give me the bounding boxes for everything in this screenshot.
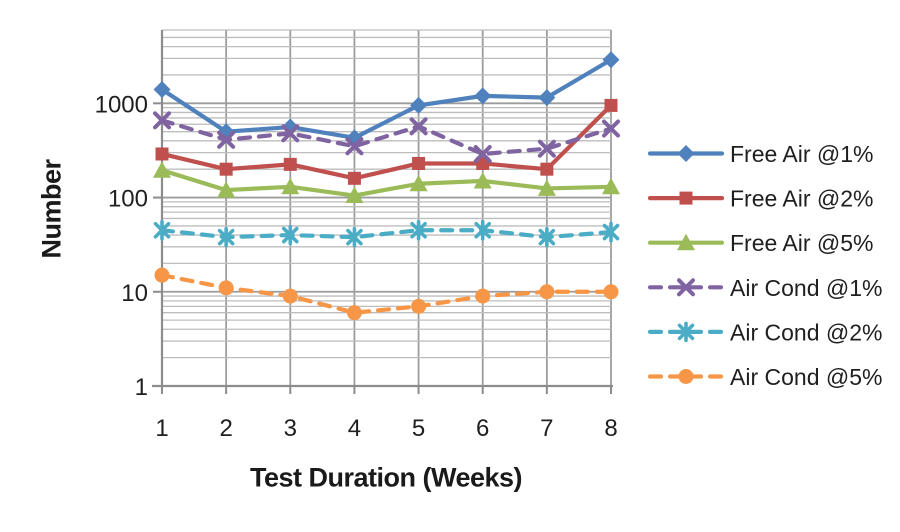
marker-square bbox=[155, 147, 169, 161]
series-free-air-2 bbox=[155, 98, 618, 185]
gridlines bbox=[161, 29, 612, 386]
marker-circle bbox=[603, 284, 619, 300]
marker-circle bbox=[678, 369, 694, 384]
series-line bbox=[159, 103, 614, 181]
series-air-cond-2 bbox=[153, 219, 620, 248]
marker-x bbox=[602, 119, 620, 138]
marker-square bbox=[219, 162, 233, 176]
marker-diamond bbox=[474, 87, 492, 105]
marker-triangle bbox=[153, 161, 171, 178]
marker-x bbox=[537, 139, 556, 158]
marker-square bbox=[604, 98, 618, 112]
marker-x bbox=[153, 111, 171, 130]
marker-asterisk bbox=[410, 219, 427, 241]
marker-asterisk bbox=[538, 226, 556, 248]
marker-square bbox=[412, 156, 426, 170]
series-air-cond-1 bbox=[153, 111, 620, 163]
marker-square bbox=[283, 157, 297, 171]
marker-asterisk bbox=[153, 219, 171, 241]
x-tick-label: 2 bbox=[219, 415, 232, 442]
y-tick-label: 100 bbox=[108, 186, 148, 213]
marker-circle bbox=[346, 305, 362, 321]
marker-asterisk bbox=[474, 219, 492, 241]
legend-item: Free Air @2% bbox=[647, 186, 874, 212]
marker-circle bbox=[475, 288, 491, 304]
marker-square bbox=[679, 191, 693, 205]
x-tick-label: 1 bbox=[155, 415, 168, 442]
series-line bbox=[159, 168, 614, 198]
marker-triangle bbox=[409, 174, 428, 192]
legend-label: Air Cond @2% bbox=[730, 319, 882, 345]
marker-x bbox=[473, 144, 492, 163]
marker-x bbox=[345, 137, 364, 156]
legend-label: Air Cond @1% bbox=[730, 275, 882, 301]
marker-circle bbox=[218, 280, 234, 296]
series-air-cond-5 bbox=[154, 267, 619, 321]
legend-item: Free Air @1% bbox=[647, 141, 874, 167]
marker-diamond bbox=[410, 96, 428, 114]
marker-asterisk bbox=[677, 321, 695, 343]
marker-square bbox=[540, 162, 554, 176]
series-line bbox=[159, 57, 614, 140]
marker-asterisk bbox=[217, 226, 235, 248]
marker-triangle bbox=[281, 177, 300, 195]
marker-x bbox=[217, 130, 236, 149]
marker-triangle bbox=[345, 186, 364, 204]
marker-triangle bbox=[473, 171, 492, 189]
marker-diamond bbox=[538, 89, 556, 107]
marker-triangle bbox=[602, 177, 620, 195]
legend-item: Air Cond @5% bbox=[647, 364, 882, 390]
marker-diamond bbox=[153, 81, 171, 99]
marker-x bbox=[409, 117, 428, 136]
x-tick-label: 3 bbox=[284, 415, 297, 442]
legend-label: Free Air @1% bbox=[730, 141, 874, 167]
series-line bbox=[159, 273, 614, 315]
marker-square bbox=[347, 171, 361, 185]
legend-item: Air Cond @1% bbox=[647, 275, 882, 301]
x-tick-label: 7 bbox=[540, 415, 553, 442]
marker-diamond bbox=[677, 145, 695, 162]
x-axis-title: Test Duration (Weeks) bbox=[249, 462, 523, 493]
series-line bbox=[159, 118, 614, 157]
marker-circle bbox=[539, 284, 555, 300]
legend-label: Free Air @2% bbox=[730, 186, 874, 212]
marker-triangle bbox=[677, 233, 695, 251]
x-tick-label: 4 bbox=[348, 415, 361, 442]
marker-triangle bbox=[537, 179, 556, 196]
series-free-air-5 bbox=[153, 161, 620, 204]
legend-item: Free Air @5% bbox=[647, 230, 874, 256]
x-tick-label: 6 bbox=[476, 415, 489, 442]
marker-triangle bbox=[217, 181, 236, 198]
y-tick-label: 10 bbox=[121, 280, 148, 307]
marker-asterisk bbox=[281, 224, 299, 246]
y-axis-title: Number bbox=[36, 159, 67, 259]
x-tick-label: 5 bbox=[412, 415, 425, 442]
x-tick-label: 8 bbox=[604, 415, 617, 442]
marker-circle bbox=[411, 298, 427, 314]
legend-item: Air Cond @2% bbox=[647, 319, 882, 345]
series-line bbox=[159, 228, 614, 240]
marker-asterisk bbox=[346, 226, 363, 248]
legend-label: Free Air @5% bbox=[730, 230, 874, 256]
marker-circle bbox=[154, 267, 170, 283]
marker-x bbox=[677, 278, 695, 297]
legend: Free Air @1% Free Air @2% Free Air @5% Air … bbox=[647, 141, 882, 390]
y-tick-label: 1000 bbox=[95, 91, 148, 118]
legend-label: Air Cond @5% bbox=[730, 364, 882, 390]
marker-square bbox=[476, 156, 490, 170]
marker-diamond bbox=[602, 51, 620, 69]
marker-circle bbox=[282, 288, 298, 304]
marker-asterisk bbox=[602, 221, 620, 243]
y-tick-label: 1 bbox=[135, 374, 148, 401]
marker-x bbox=[281, 124, 300, 143]
